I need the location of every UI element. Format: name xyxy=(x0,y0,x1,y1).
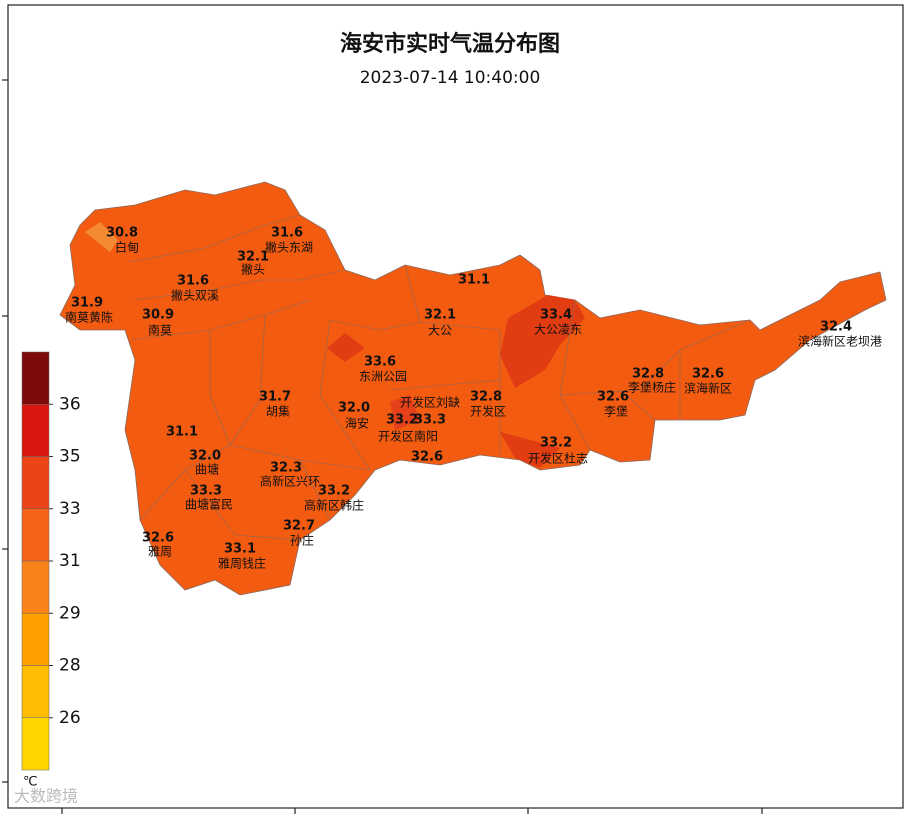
station-name: 海安 xyxy=(345,416,369,431)
station-name: 撇头双溪 xyxy=(171,288,219,303)
station-value: 32.8 xyxy=(470,390,502,405)
station-name: 雅周钱庄 xyxy=(218,556,266,571)
station-value: 30.9 xyxy=(142,308,174,323)
colorbar-band xyxy=(21,508,50,562)
colorbar-band xyxy=(21,613,50,666)
station-value: 33.1 xyxy=(224,542,256,557)
station-value: 31.1 xyxy=(166,425,198,440)
station-value: 33.3 xyxy=(190,484,222,499)
colorbar-tick-label: 31 xyxy=(59,551,81,571)
station-name: 高新区韩庄 xyxy=(304,498,364,513)
colorbar-tick-label: 26 xyxy=(59,708,81,728)
station-value: 33.2 xyxy=(318,484,350,499)
colorbar-tick-label: 36 xyxy=(59,394,81,414)
station-name: 白甸 xyxy=(115,240,139,255)
station-value: 32.3 xyxy=(270,461,302,476)
station-name: 李堡 xyxy=(604,404,628,419)
station-name: 孙庄 xyxy=(290,533,314,548)
station-value: 33.4 xyxy=(540,308,572,323)
colorbar-unit: ℃ xyxy=(23,775,38,790)
station-value: 31.1 xyxy=(458,273,490,288)
station-name: 东洲公园 xyxy=(359,370,407,384)
station-value: 31.6 xyxy=(177,274,209,289)
station-value: 33.2 xyxy=(386,413,418,428)
station-value: 31.9 xyxy=(71,296,103,311)
station-name: 大公 xyxy=(428,324,452,338)
colorbar: 26 28 29 31 33 35 36 ℃ xyxy=(21,351,81,790)
subtitle: 2023-07-14 10:40:00 xyxy=(360,68,541,88)
station-name: 李堡杨庄 xyxy=(628,380,676,395)
station-name: 南莫 xyxy=(148,323,172,338)
station-name: 撇头东湖 xyxy=(265,240,313,255)
station-value: 32.0 xyxy=(189,449,221,464)
colorbar-band xyxy=(21,351,50,405)
colorbar-tick-label: 35 xyxy=(59,447,81,467)
station-value: 32.6 xyxy=(692,367,724,382)
colorbar-tick-label: 29 xyxy=(59,603,81,623)
station-name: 曲塘富民 xyxy=(185,497,233,512)
station-value: 32.4 xyxy=(820,320,852,335)
station-name: 滨海新区 xyxy=(684,381,732,396)
colorbar-band xyxy=(21,665,50,718)
title: 海安市实时气温分布图 xyxy=(340,31,560,57)
station-value: 32.1 xyxy=(424,308,456,323)
station-value: 33.6 xyxy=(364,355,396,370)
station-value: 32.6 xyxy=(597,390,629,405)
station-value: 31.6 xyxy=(271,226,303,241)
watermark: 大数跨境 xyxy=(14,787,78,806)
colorbar-band xyxy=(21,560,50,614)
colorbar-band xyxy=(21,404,50,457)
station-name: 大公凌东 xyxy=(534,323,582,337)
station-value: 32.7 xyxy=(283,519,315,534)
station-name: 曲塘 xyxy=(195,462,219,477)
station-name: 胡集 xyxy=(266,404,290,419)
station-value: 32.6 xyxy=(411,450,443,465)
colorbar-tick-label: 28 xyxy=(59,656,81,676)
station-value: 32.8 xyxy=(632,367,664,382)
station-name: 开发区杜志 xyxy=(528,451,588,466)
station-name: 开发区 xyxy=(470,404,506,419)
territory xyxy=(59,181,887,596)
station-value: 32.1 xyxy=(237,250,269,265)
colorbar-band xyxy=(21,456,50,509)
station-value: 33.3 xyxy=(414,413,446,428)
station-name: 滨海新区老坝港 xyxy=(798,334,882,349)
colorbar-tick-label: 33 xyxy=(59,499,81,519)
station-name: 撇头 xyxy=(241,262,265,277)
station-value: 32.0 xyxy=(338,401,370,416)
station-value: 31.7 xyxy=(259,390,291,405)
colorbar-band xyxy=(21,717,50,771)
station-value: 33.2 xyxy=(540,436,572,451)
station-name: 南莫黄陈 xyxy=(65,310,113,325)
station-name: 开发区南阳 xyxy=(378,429,438,444)
station-value: 30.8 xyxy=(106,226,138,241)
station-name: 开发区刘缺 xyxy=(400,395,460,410)
frame-ticks xyxy=(2,79,763,814)
station-name: 高新区兴环 xyxy=(260,474,320,489)
station-value: 32.6 xyxy=(142,531,174,546)
station-name: 雅周 xyxy=(148,544,172,559)
